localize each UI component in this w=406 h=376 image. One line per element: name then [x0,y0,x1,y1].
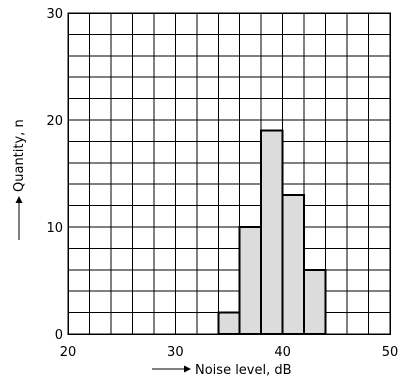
histogram-bar [238,226,263,335]
x-tick-label: 40 [274,345,291,360]
y-axis-ticks: 0 10 20 30 [46,7,63,343]
y-axis-label-group: Quantity, n [12,119,27,240]
x-axis-label: Noise level, dB [195,363,292,376]
y-axis-arrow-icon [15,196,23,203]
y-tick-label: 20 [46,114,63,129]
x-tick-label: 50 [382,345,399,360]
histogram-bar [260,129,284,335]
x-axis-ticks: 20 30 40 50 [60,345,399,360]
x-axis-label-group: Noise level, dB [152,363,292,376]
y-tick-label: 30 [46,7,63,22]
x-tick-label: 20 [60,345,77,360]
y-tick-label: 0 [55,328,63,343]
histogram-bar [217,311,241,336]
y-tick-label: 10 [46,221,63,236]
bars [217,129,327,336]
plot-frame [67,12,391,335]
x-tick-label: 30 [167,345,184,360]
histogram-bar [281,193,306,335]
grid [67,12,391,335]
y-axis-label: Quantity, n [12,119,27,192]
x-axis-arrow-icon [184,365,191,373]
histogram-bar [303,268,327,335]
